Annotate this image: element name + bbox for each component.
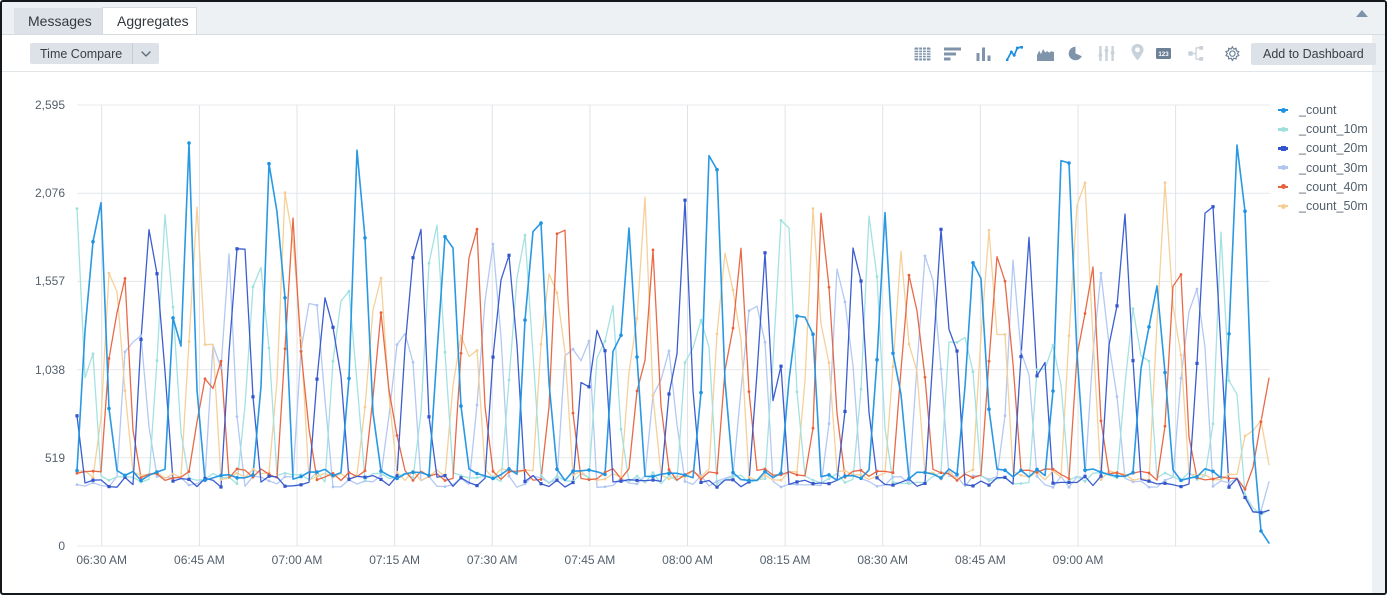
svg-text:123: 123: [1158, 51, 1169, 58]
